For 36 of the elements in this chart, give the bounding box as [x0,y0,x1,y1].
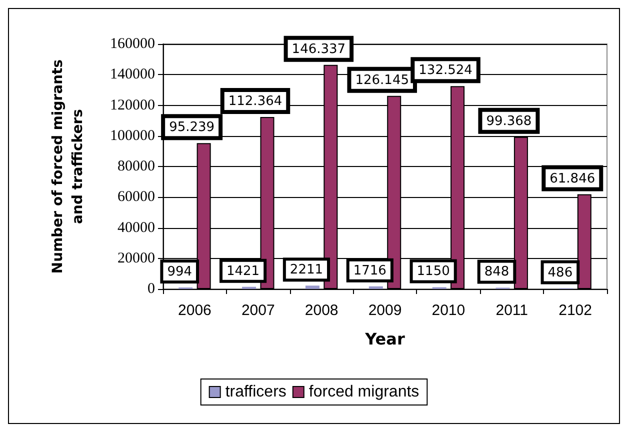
y-tick-label: 20000 [118,250,155,266]
x-tick-label: 2102 [558,302,592,319]
y-tick-label: 140000 [110,66,155,83]
x-tick-label: 2011 [496,302,528,319]
y-tick-label: 40000 [118,220,155,236]
x-tick-label: 2009 [368,302,402,319]
data-label: 1150 [416,264,450,280]
data-label: 2211 [290,262,324,278]
data-label: 848 [484,264,510,280]
y-tick-label: 0 [148,281,155,297]
data-label: 132.524 [418,63,472,78]
bar [368,286,383,289]
x-tick-label: 2008 [304,302,338,319]
data-label: 1421 [226,264,260,279]
y-tick-label: 120000 [110,97,155,114]
data-label: 486 [548,265,573,280]
legend-label: forced migrants [308,384,420,400]
y-tick-label: 160000 [110,36,155,52]
data-label: 146.337 [292,42,346,57]
y-tick-label: 80000 [118,158,155,174]
y-tick-label: 60000 [118,189,155,206]
data-label: 99.368 [486,114,532,129]
bar [305,286,320,289]
y-tick-label: 100000 [110,128,155,144]
data-label: 112.364 [228,94,282,109]
x-tick-label: 2007 [241,302,275,319]
data-label: 994 [167,264,192,280]
x-tick-label: 2006 [178,302,212,319]
x-tick-label: 2010 [432,302,466,319]
data-label: 1716 [353,263,386,278]
x-axis-title: Year [364,330,405,348]
y-axis-title: Number of forced migrants and traffickers [50,59,86,274]
legend-label: trafficers [225,384,286,400]
data-label: 61.846 [550,171,596,186]
data-label: 95.239 [169,120,215,136]
data-label: 126.145 [355,72,409,88]
